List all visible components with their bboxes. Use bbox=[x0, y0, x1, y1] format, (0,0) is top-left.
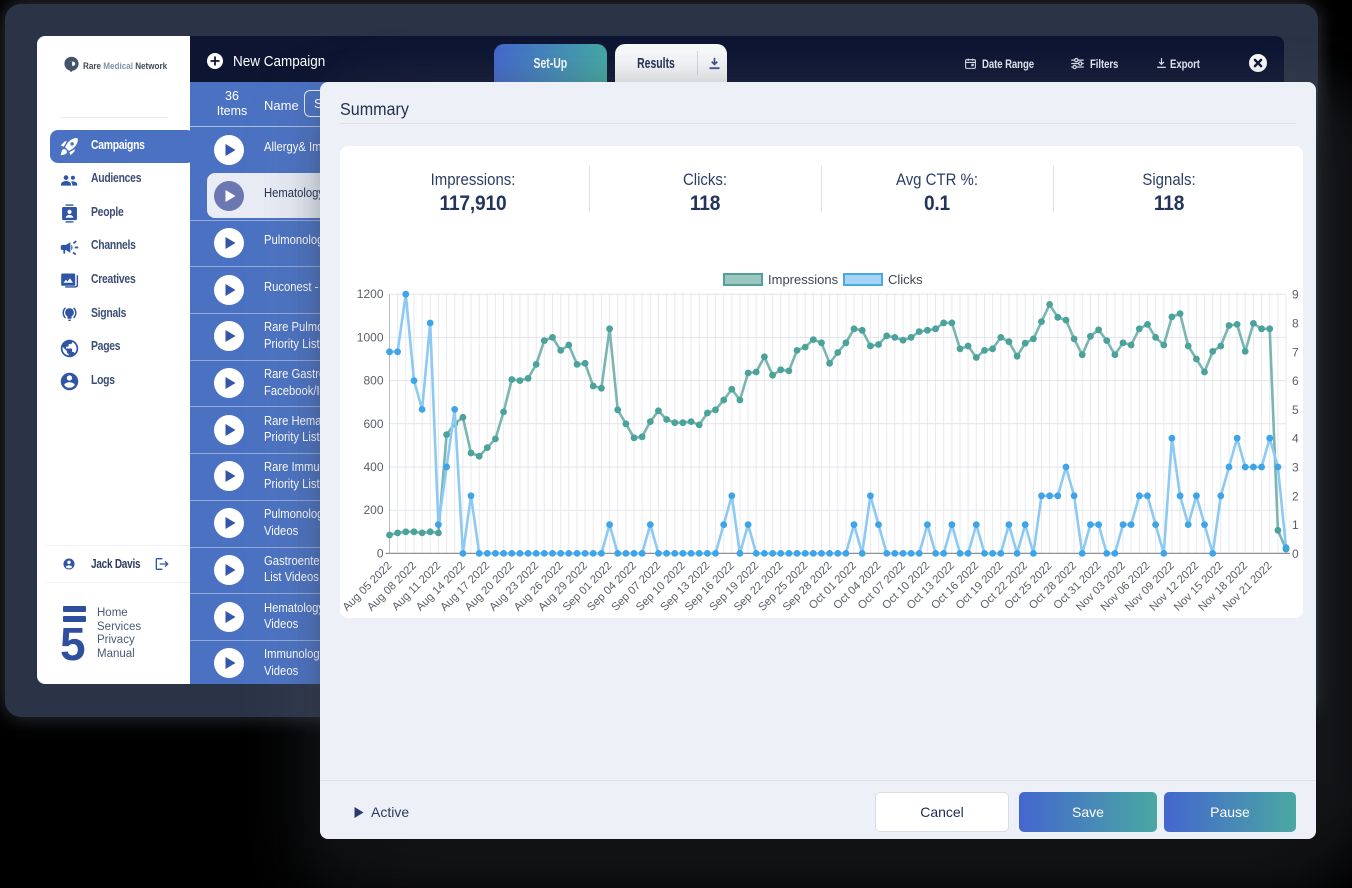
svg-text:600: 600 bbox=[363, 417, 383, 431]
svg-text:800: 800 bbox=[363, 374, 383, 388]
svg-text:0: 0 bbox=[1292, 547, 1299, 561]
svg-text:1200: 1200 bbox=[357, 288, 384, 301]
svg-text:0: 0 bbox=[377, 546, 384, 560]
svg-text:8: 8 bbox=[1292, 317, 1299, 331]
svg-text:2: 2 bbox=[1292, 489, 1299, 503]
svg-text:9: 9 bbox=[1292, 288, 1299, 302]
svg-text:7: 7 bbox=[1292, 345, 1299, 359]
svg-text:1000: 1000 bbox=[357, 330, 384, 344]
svg-text:3: 3 bbox=[1292, 461, 1299, 475]
svg-text:1: 1 bbox=[1292, 518, 1299, 532]
svg-text:200: 200 bbox=[363, 503, 383, 517]
svg-text:5: 5 bbox=[1292, 403, 1299, 417]
svg-text:6: 6 bbox=[1292, 374, 1299, 388]
svg-text:400: 400 bbox=[363, 460, 383, 474]
svg-text:4: 4 bbox=[1292, 432, 1299, 446]
